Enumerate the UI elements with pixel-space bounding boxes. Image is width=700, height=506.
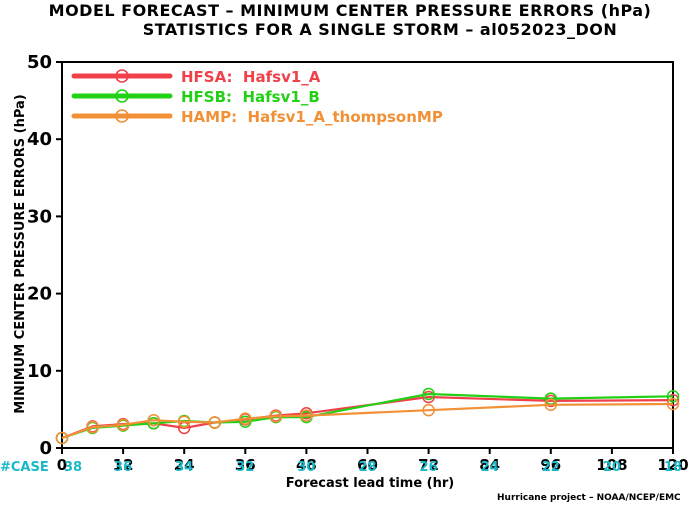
series-point xyxy=(86,420,99,434)
case-label: #CASE xyxy=(0,460,49,475)
y-tick-label: 30 xyxy=(27,206,52,227)
x-tick-label: 108 xyxy=(596,456,627,474)
series-point xyxy=(177,415,191,429)
legend-label: HFSB: Hafsv1_B xyxy=(181,88,320,106)
series-point xyxy=(147,413,160,427)
y-tick-label: 40 xyxy=(27,129,52,150)
case-count-row: #CASE 38 36 34 32 30 28 26 24 22 20 18 xyxy=(0,460,682,475)
series-point xyxy=(666,390,680,403)
case-count: 20 xyxy=(603,460,621,475)
case-count: 28 xyxy=(358,460,376,475)
series-point xyxy=(422,387,435,401)
x-tick-label: 24 xyxy=(174,456,195,474)
x-tick-label: 36 xyxy=(235,456,256,474)
case-count: 24 xyxy=(481,460,499,475)
series-point xyxy=(544,398,558,412)
case-count: 32 xyxy=(236,460,254,475)
legend-label: HAMP: Hafsv1_A_thompsonMP xyxy=(181,108,443,126)
series-line xyxy=(61,402,674,440)
x-tick-label: 60 xyxy=(357,456,378,474)
case-count: 26 xyxy=(420,460,438,475)
legend-swatch-marker xyxy=(115,109,129,123)
x-tick-label: 96 xyxy=(540,456,561,474)
x-tick-label: 84 xyxy=(479,456,500,474)
y-axis-label: MINIMUM CENTER PRESSURE ERRORS (hPa) xyxy=(13,94,28,414)
case-count: 34 xyxy=(175,460,193,475)
x-tick-label: 0 xyxy=(57,456,67,474)
x-tick-label: 72 xyxy=(418,456,439,474)
x-tick-label: 48 xyxy=(296,456,317,474)
series-point xyxy=(666,397,680,411)
chart-subtitle: STATISTICS FOR A SINGLE STORM – al052023… xyxy=(143,20,618,39)
y-tick-label: 10 xyxy=(27,361,52,382)
y-axis: 0 10 20 30 40 50 xyxy=(27,52,62,459)
case-count: 38 xyxy=(64,460,82,475)
legend-swatch-marker xyxy=(115,69,129,83)
series-point xyxy=(422,390,435,404)
y-tick-label: 0 xyxy=(39,438,52,459)
series-point xyxy=(300,409,313,422)
case-count: 18 xyxy=(664,460,682,475)
legend-swatch-marker xyxy=(115,89,129,103)
series-point xyxy=(55,431,69,445)
series-point xyxy=(239,412,252,425)
x-axis-label: Forecast lead time (hr) xyxy=(286,476,454,491)
legend: HFSA: Hafsv1_A HFSB: Hafsv1_B HAMP: Hafsv1… xyxy=(71,68,443,126)
x-tick-label: 12 xyxy=(113,456,134,474)
series-point xyxy=(239,415,252,429)
series-point xyxy=(666,393,680,407)
case-count: 30 xyxy=(297,460,315,475)
credit-text: Hurricane project – NOAA/NCEP/EMC xyxy=(497,493,681,503)
series-point xyxy=(269,410,283,423)
series-point xyxy=(147,417,160,430)
x-tick-label: 120 xyxy=(657,456,688,474)
series-point xyxy=(208,416,221,429)
series-lines xyxy=(55,387,680,445)
series-point xyxy=(422,403,435,417)
legend-label: HFSA: Hafsv1_A xyxy=(181,68,321,86)
y-tick-label: 20 xyxy=(27,284,52,305)
x-axis: 0 12 24 36 48 60 72 84 96 108 120 xyxy=(57,448,689,474)
series-point xyxy=(116,418,130,432)
chart-title: MODEL FORECAST – MINIMUM CENTER PRESSURE… xyxy=(49,1,652,20)
case-count: 36 xyxy=(114,460,132,475)
y-tick-label: 50 xyxy=(27,52,52,73)
case-count: 22 xyxy=(542,460,560,475)
